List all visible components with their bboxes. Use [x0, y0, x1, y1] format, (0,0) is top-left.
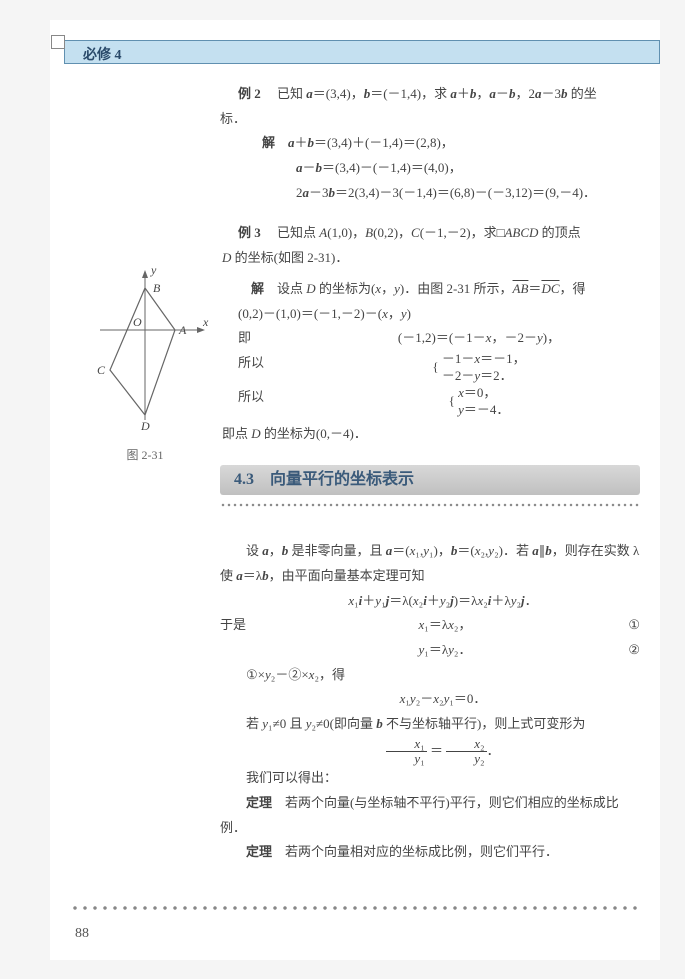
theorem1-text: 若两个向量(与坐标轴不平行)平行，则它们相应的坐标成比例．	[220, 795, 619, 835]
section-frac: x₁y₁ ＝ x₂y₂．	[220, 737, 640, 767]
section-eq3: x₁y₂－x₂y₁＝0．	[220, 687, 640, 712]
svg-text:B: B	[153, 281, 161, 295]
svg-text:A: A	[178, 323, 187, 337]
label-suoyi2: 所以	[238, 385, 298, 419]
example2-line3: 2a－3b＝2(3,4)－3(－1,4)＝(6,8)－(－3,12)＝(9,－4…	[296, 181, 660, 206]
example3: 例 3 已知点 A(1,0)，B(0,2)，C(－1,－2)，求□ABCD 的顶…	[238, 221, 640, 246]
yushi-label: 于是	[220, 613, 280, 638]
example2: 例 2 已知 a＝(3,4)，b＝(－1,4)，求 a＋b，a－b，2a－3b …	[238, 82, 640, 107]
example3-sol: 解 设点 D 的坐标为(x，y)．由图 2-31 所示，AB＝DC，得	[238, 277, 640, 302]
example3-eq1: (0,2)－(1,0)＝(－1,－2)－(x，y)	[238, 302, 660, 327]
svg-text:O: O	[133, 315, 142, 329]
theorem2-text: 若两个向量相对应的坐标成比例，则它们平行．	[285, 844, 558, 859]
section-p3: 若 y₁≠0 且 y₂≠0(即向量 b 不与坐标轴平行)，则上式可变形为	[220, 712, 640, 737]
svg-text:D: D	[140, 419, 150, 433]
header-bar: 必修 4	[64, 40, 660, 64]
section-eq-main: x₁i＋y₁j＝λ(x₂i＋y₂j)＝λx₂i＋λy₂j．	[220, 589, 640, 614]
example3-suoyi1: 所以 { －1－x＝－1，－2－y＝2．	[238, 351, 660, 385]
example2-text: 已知 a＝(3,4)，b＝(－1,4)，求 a＋b，a－b，2a－3b 的坐	[277, 86, 597, 101]
example3-label: 例 3	[238, 225, 261, 240]
circ2: ②	[610, 638, 640, 663]
theorem-label2: 定理	[246, 844, 272, 859]
example3-ji: 即 (－1,2)＝(－1－x，－2－y)，	[238, 326, 660, 351]
header-title: 必修 4	[83, 44, 122, 64]
example3-conclusion: 即点 D 的坐标为(0,－4)．	[222, 422, 660, 447]
parallelogram-diagram-icon: y B O A x C D	[75, 260, 215, 440]
svg-text:y: y	[150, 263, 157, 277]
example3-cont: D 的坐标(如图 2-31)．	[222, 246, 660, 271]
label-ji: 即	[238, 326, 298, 351]
example3-sol-label: 解	[251, 281, 264, 296]
figure-2-31: y B O A x C D 图 2-31	[70, 260, 220, 470]
eq-row2: y₁＝λy₂． ②	[220, 638, 640, 663]
example2-solution: 解 a＋b＝(3,4)＋(－1,4)＝(2,8)，	[262, 131, 640, 156]
theorem-label: 定理	[246, 795, 272, 810]
figure-caption: 图 2-31	[70, 444, 220, 467]
theorem2: 定理 若两个向量相对应的坐标成比例，则它们平行．	[220, 840, 640, 865]
header-square-icon	[51, 35, 65, 49]
solution-label: 解	[262, 135, 275, 150]
example2-text-cont: 标．	[220, 107, 660, 132]
page-number: 88	[75, 926, 89, 942]
eq-row1: 于是 x₁＝λx₂， ①	[220, 613, 640, 638]
content-area: 例 2 已知 a＝(3,4)，b＝(－1,4)，求 a＋b，a－b，2a－3b …	[50, 82, 660, 865]
bottom-dots	[70, 906, 640, 910]
page: 必修 4 例 2 已知 a＝(3,4)，b＝(－1,4)，求 a＋b，a－b，2…	[50, 20, 660, 960]
section-p1: 设 a，b 是非零向量，且 a＝(x₁,y₁)，b＝(x₂,y₂)．若 a∥b，…	[220, 539, 640, 588]
svg-text:x: x	[202, 315, 209, 329]
dotted-divider	[220, 503, 640, 507]
section-body: 设 a，b 是非零向量，且 a＝(x₁,y₁)，b＝(x₂,y₂)．若 a∥b，…	[220, 525, 640, 865]
section-title: 4.3 向量平行的坐标表示	[220, 465, 640, 495]
theorem1: 定理 若两个向量(与坐标轴不平行)平行，则它们相应的坐标成比例．	[220, 791, 640, 840]
section-p2: ①×y₂－②×x₂，得	[220, 663, 640, 688]
circ1: ①	[610, 613, 640, 638]
example3-suoyi2: 所以 { x＝0，y＝－4．	[238, 385, 660, 419]
section-p4: 我们可以得出：	[220, 766, 640, 791]
label-suoyi: 所以	[238, 351, 298, 385]
example2-label: 例 2	[238, 86, 261, 101]
example2-line2: a－b＝(3,4)－(－1,4)＝(4,0)，	[296, 156, 660, 181]
svg-text:C: C	[97, 363, 106, 377]
